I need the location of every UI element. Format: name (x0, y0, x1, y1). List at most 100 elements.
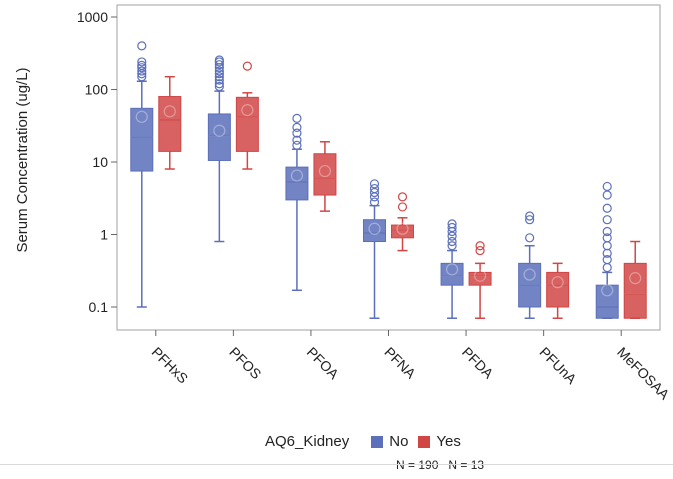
outlier-point (214, 79, 224, 89)
box-no-pfuna (518, 211, 542, 319)
plot-area (116, 4, 661, 331)
outlier-point (137, 57, 147, 67)
mean-marker (318, 164, 332, 178)
outlier-point (447, 219, 457, 229)
outlier-point (397, 202, 408, 212)
outlier-point (447, 222, 457, 233)
mean-marker (213, 124, 226, 137)
outlier-point (369, 187, 380, 198)
mean-marker (601, 284, 614, 297)
outlier-point (447, 241, 457, 251)
box-yes-pfda (468, 241, 492, 319)
iqr-box (363, 219, 386, 243)
legend-swatch-yes (418, 435, 431, 448)
box-no-pfhxs (130, 41, 154, 308)
box-no-mefosaa (595, 181, 619, 319)
y-tick-label: 1000 (77, 9, 108, 25)
x-tick-label: PFDA (459, 344, 497, 382)
legend-label-yes: Yes (436, 433, 461, 450)
outlier-point (214, 66, 224, 76)
outlier-point (447, 231, 457, 241)
legend-title: AQ6_Kidney (265, 433, 350, 450)
outlier-point (214, 72, 224, 82)
y-tick-label: 100 (85, 82, 109, 98)
legend-count-yes: N = 13 (448, 458, 485, 472)
x-tick-label: PFUnA (537, 344, 581, 388)
outlier-point (602, 226, 612, 237)
outlier-point (214, 69, 224, 79)
iqr-box (158, 96, 182, 152)
iqr-box (546, 271, 570, 308)
outlier-point (292, 113, 302, 123)
box-yes-mefosaa (623, 240, 647, 319)
outlier-point (475, 245, 485, 256)
outlier-point (602, 203, 612, 213)
outlier-point (137, 72, 147, 82)
mean-marker (290, 169, 304, 182)
y-tick-label: 0.1 (89, 299, 109, 315)
legend-count-no: N = 190 (396, 458, 439, 472)
outlier-point (137, 63, 147, 73)
box-no-pfos (207, 55, 231, 243)
y-axis-title: Serum Concentration (ug/L) (14, 67, 31, 252)
iqr-box (235, 96, 259, 152)
box-no-pfda (440, 219, 464, 319)
x-tick-label: PFOS (226, 344, 264, 382)
iqr-box (130, 107, 154, 172)
outlier-point (602, 215, 612, 225)
mean-marker (551, 276, 564, 289)
outlier-point (137, 60, 147, 70)
box-yes-pfna (391, 192, 414, 252)
outlier-point (242, 61, 252, 71)
legend-swatch-no (371, 435, 384, 448)
mean-marker (396, 222, 409, 235)
mean-marker (629, 272, 642, 285)
mean-marker (445, 263, 459, 276)
outlier-point (602, 233, 612, 243)
legend-item-no: No (371, 433, 408, 450)
iqr-box (468, 271, 492, 286)
outlier-point (292, 135, 302, 145)
outlier-point (447, 236, 457, 247)
box-yes-pfos (235, 61, 259, 170)
box-yes-pfuna (546, 262, 570, 319)
outlier-point (214, 81, 224, 92)
outlier-point (475, 241, 485, 251)
x-tick-label: PFHxS (149, 344, 192, 387)
outlier-point (137, 41, 147, 51)
outlier-point (602, 181, 612, 192)
iqr-box (285, 166, 309, 201)
outlier-point (397, 192, 408, 202)
outlier-point (369, 197, 380, 207)
iqr-box (207, 113, 231, 161)
iqr-box (595, 284, 619, 319)
bottom-divider (0, 464, 673, 465)
iqr-box (440, 262, 464, 286)
legend-item-yes: Yes (418, 433, 461, 450)
outlier-point (214, 60, 224, 70)
mean-marker (523, 268, 536, 281)
outlier-point (525, 215, 535, 225)
outlier-point (214, 55, 224, 65)
outlier-point (137, 66, 147, 76)
mean-marker (368, 222, 381, 235)
legend: AQ6_Kidney No Yes N = 190 N = 13 (0, 433, 673, 473)
y-tick-label: 10 (92, 154, 108, 170)
x-tick-label: PFOA (304, 344, 343, 383)
outlier-point (602, 255, 612, 265)
box-yes-pfoa (313, 141, 337, 212)
boxplot-chart: 0.1 1 10 100 1000 PFHxS PFOS PFOA PFNA PFDA PFUnA… (14, 4, 673, 403)
iqr-box (313, 153, 337, 196)
x-tick-label: PFNA (381, 344, 419, 382)
mean-marker (473, 269, 487, 282)
outlier-point (525, 233, 535, 243)
mean-marker (241, 103, 254, 117)
outlier-point (214, 75, 224, 85)
legend-label-no: No (389, 433, 409, 450)
x-tick-label: MeFOSAA (614, 344, 673, 403)
outlier-point (525, 211, 535, 221)
iqr-box (623, 262, 647, 319)
outlier-point (369, 179, 380, 189)
mean-marker (163, 105, 176, 118)
box-no-pfna (363, 179, 386, 319)
